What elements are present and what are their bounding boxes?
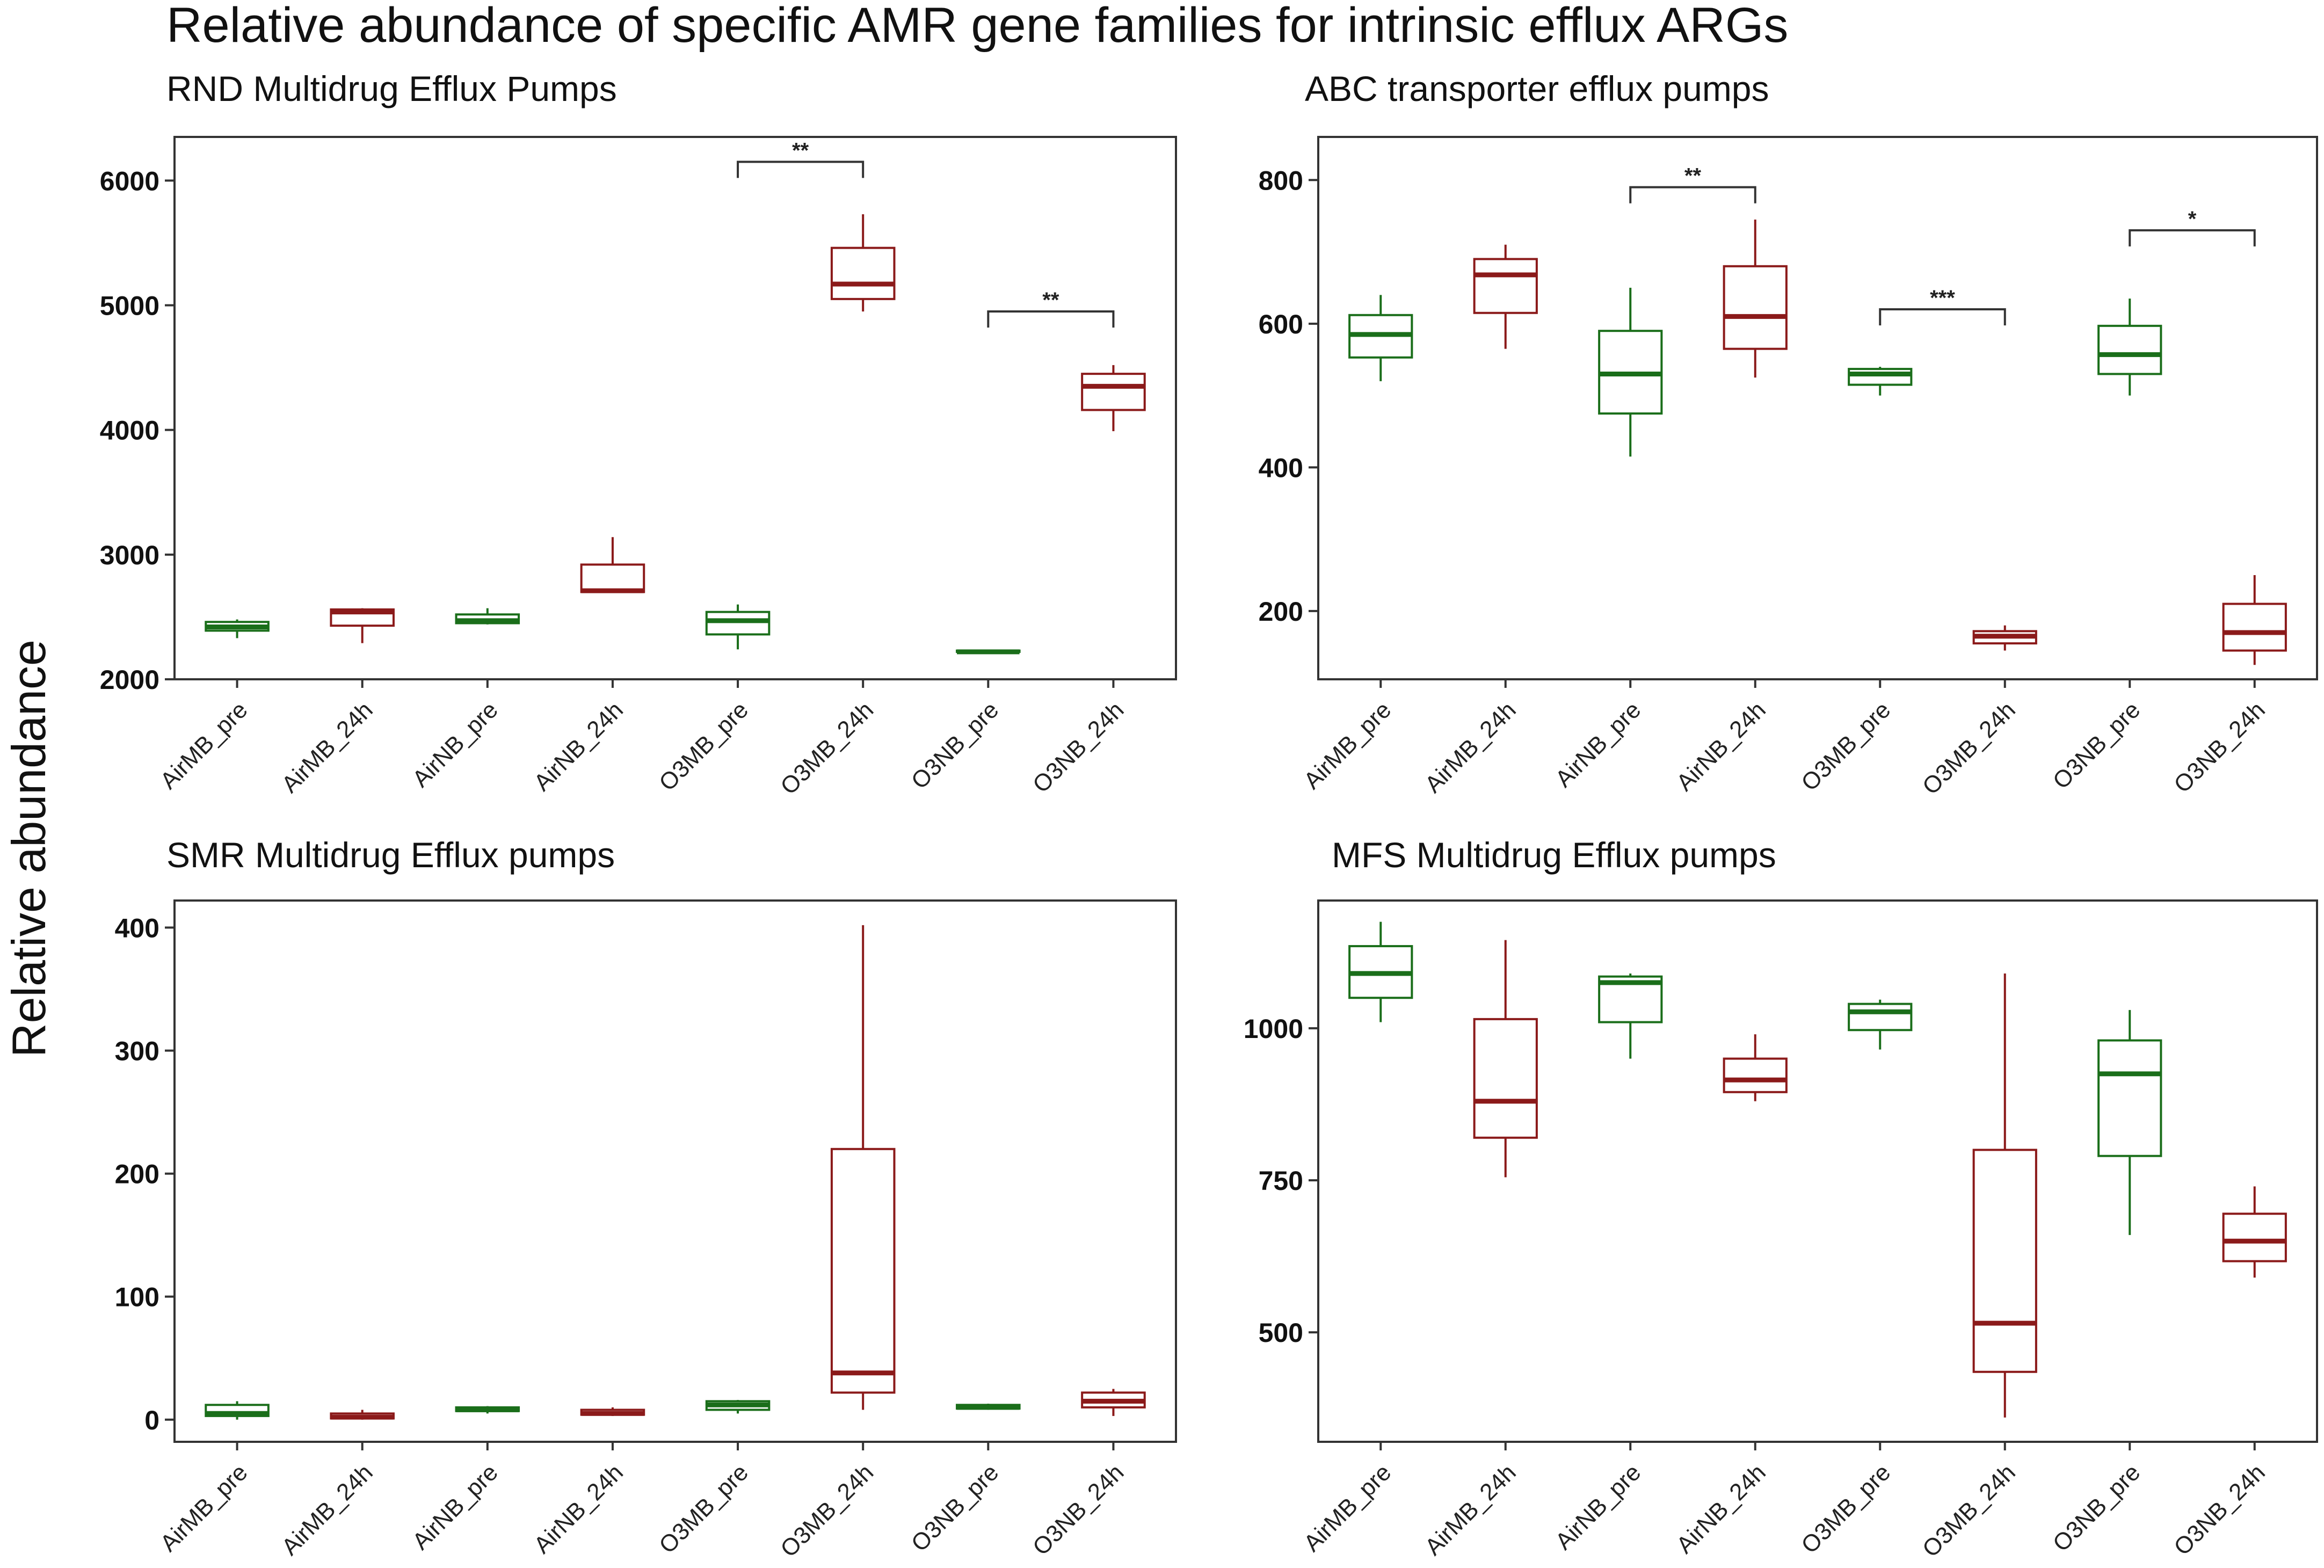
box-O3MB_pre	[1848, 367, 1913, 396]
y-tick-label: 400	[1259, 453, 1303, 483]
significance-bracket	[2129, 229, 2256, 246]
significance-bracket	[987, 310, 1115, 328]
y-tick-label: 400	[115, 913, 159, 943]
box-O3NB_24h	[2222, 575, 2287, 665]
box-AirMB_24h	[1473, 940, 1538, 1178]
box-AirMB_24h	[1473, 244, 1538, 349]
y-tick-label: 200	[1259, 597, 1303, 627]
iqr-box	[1723, 1057, 1788, 1093]
box-AirMB_pre	[1348, 295, 1413, 381]
iqr-box	[1972, 1149, 2037, 1373]
box-O3NB_pre	[956, 1403, 1021, 1410]
plot-frame	[1317, 899, 2318, 1443]
figure-title: Relative abundance of specific AMR gene …	[166, 0, 1788, 53]
iqr-box	[1848, 368, 1913, 386]
box-O3MB_pre	[705, 604, 771, 650]
iqr-box	[1081, 373, 1146, 411]
box-O3MB_pre	[705, 1400, 771, 1414]
panel-title: ABC transporter efflux pumps	[1305, 69, 1769, 108]
y-tick-label: 0	[144, 1405, 159, 1435]
box-AirMB_pre	[205, 619, 270, 638]
significance-bracket	[1629, 186, 1756, 204]
box-O3MB_24h	[830, 925, 896, 1410]
significance-label: **	[1042, 288, 1059, 312]
panel-title: SMR Multidrug Efflux pumps	[166, 835, 615, 875]
box-AirNB_24h	[1723, 1034, 1788, 1101]
iqr-box	[830, 1148, 896, 1394]
y-tick-label: 500	[1259, 1318, 1303, 1348]
significance-label: **	[792, 139, 809, 162]
y-tick-label: 1000	[1244, 1014, 1303, 1044]
box-O3NB_pre	[2097, 1010, 2162, 1235]
y-tick-label: 600	[1259, 309, 1303, 339]
box-O3NB_pre	[956, 649, 1021, 655]
y-tick-label: 200	[115, 1159, 159, 1189]
iqr-box	[830, 246, 896, 300]
plot-frame	[173, 899, 1177, 1443]
box-AirNB_24h	[1723, 219, 1788, 378]
box-AirNB_pre	[455, 1406, 520, 1414]
box-O3NB_pre	[2097, 298, 2162, 396]
box-AirMB_24h	[330, 1410, 395, 1420]
box-AirMB_pre	[205, 1401, 270, 1420]
box-AirNB_pre	[1598, 287, 1663, 457]
iqr-box	[1473, 1018, 1538, 1139]
significance-label: **	[1684, 164, 1702, 188]
significance-bracket	[1879, 308, 2006, 326]
iqr-box	[1473, 258, 1538, 314]
box-O3MB_24h	[1972, 973, 2037, 1418]
y-tick-label: 2000	[100, 665, 159, 695]
box-O3MB_pre	[1848, 999, 1913, 1050]
box-AirNB_pre	[1598, 973, 1663, 1059]
iqr-box	[580, 563, 645, 593]
box-O3NB_24h	[2222, 1186, 2287, 1278]
box-O3MB_24h	[1972, 625, 2037, 651]
iqr-box	[2097, 324, 2162, 375]
panel-title: RND Multidrug Efflux Pumps	[166, 69, 617, 108]
y-tick-label: 3000	[100, 540, 159, 570]
panel-title: MFS Multidrug Efflux pumps	[1332, 835, 1776, 875]
plot-frame	[173, 136, 1177, 680]
box-AirMB_24h	[330, 608, 395, 643]
y-tick-label: 300	[115, 1036, 159, 1066]
iqr-box	[1723, 265, 1788, 350]
iqr-box	[2097, 1039, 2162, 1157]
y-tick-label: 800	[1259, 165, 1303, 195]
iqr-box	[1848, 1003, 1913, 1032]
y-tick-label: 5000	[100, 291, 159, 321]
y-tick-label: 750	[1259, 1166, 1303, 1196]
iqr-box	[2222, 602, 2287, 652]
box-O3NB_24h	[1081, 1389, 1146, 1416]
shared-y-axis-label: Relative abundance	[2, 640, 55, 1057]
iqr-box	[2222, 1213, 2287, 1262]
box-O3NB_24h	[1081, 365, 1146, 431]
y-tick-label: 4000	[100, 416, 159, 446]
plot-frame	[1317, 136, 2318, 680]
box-AirMB_pre	[1348, 921, 1413, 1022]
iqr-box	[705, 611, 771, 636]
significance-label: *	[2188, 207, 2197, 231]
box-AirNB_pre	[455, 608, 520, 625]
box-AirNB_24h	[580, 537, 645, 593]
significance-label: ***	[1930, 286, 1955, 310]
box-O3MB_24h	[830, 214, 896, 312]
y-tick-label: 6000	[100, 166, 159, 196]
box-AirNB_24h	[580, 1407, 645, 1416]
y-tick-label: 100	[115, 1282, 159, 1312]
significance-bracket	[737, 161, 865, 178]
